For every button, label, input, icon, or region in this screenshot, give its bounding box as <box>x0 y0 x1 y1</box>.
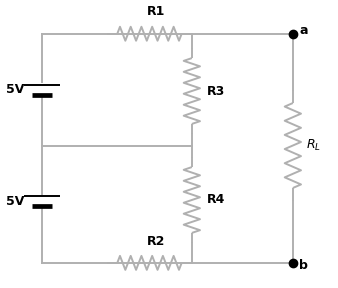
Text: 5V: 5V <box>6 195 24 208</box>
Text: R3: R3 <box>207 84 225 98</box>
Text: 5V: 5V <box>6 83 24 96</box>
Text: a: a <box>299 24 308 37</box>
Text: $R_L$: $R_L$ <box>306 138 321 153</box>
Text: R1: R1 <box>147 5 165 18</box>
Text: b: b <box>299 259 308 272</box>
Text: R2: R2 <box>147 234 165 247</box>
Text: R4: R4 <box>207 194 225 206</box>
